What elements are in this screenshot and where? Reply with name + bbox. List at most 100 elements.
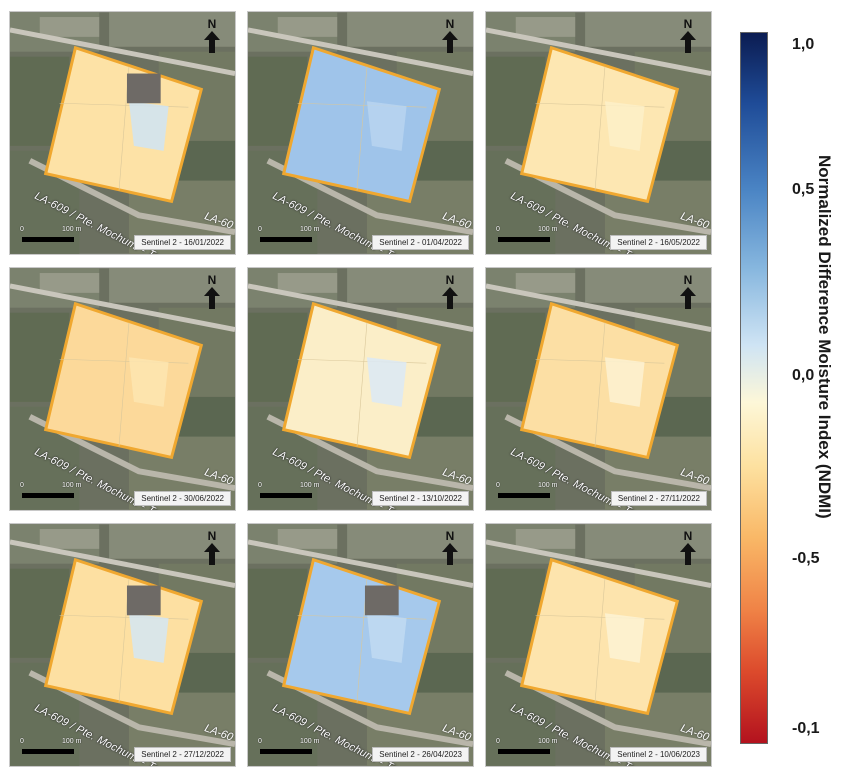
- north-arrow-icon: N: [439, 274, 461, 309]
- scale-bar: 0 100 m: [20, 226, 110, 248]
- satellite-basemap: [248, 12, 473, 254]
- north-arrow-icon: N: [201, 274, 223, 309]
- satellite-basemap: [10, 524, 235, 766]
- ndmi-highlight-region: [128, 357, 169, 407]
- map-panel: N LA-609 / Pte. Mochumi - Tepo LA-60 0 100 m…: [9, 523, 236, 767]
- farmland-patch: [277, 273, 338, 293]
- scale-length: 100 m: [300, 482, 320, 489]
- panel-caption: Sentinel 2 - 27/12/2022: [134, 747, 231, 762]
- colorbar-tick-label: -0,1: [792, 720, 820, 737]
- farmland-patch: [515, 273, 576, 293]
- map-panel: N LA-609 / Pte. Mochumi - Tepo LA-60 0 100 m…: [485, 267, 712, 511]
- ndmi-highlight-region: [366, 613, 407, 663]
- scale-bar-line: [22, 749, 74, 754]
- panel-caption: Sentinel 2 - 30/06/2022: [134, 491, 231, 506]
- north-letter: N: [683, 529, 693, 543]
- scale-bar: 0 100 m: [496, 482, 586, 504]
- north-letter: N: [445, 273, 455, 287]
- colorbar-tick-label: -0,5: [792, 550, 820, 567]
- map-panel: N LA-609 / Pte. Mochumi - Tepo LA-60 0 100 m…: [9, 11, 236, 255]
- road: [10, 539, 235, 588]
- road: [10, 27, 235, 76]
- map-panel: N LA-609 / Pte. Mochumi - Tepo LA-60 0 100 m…: [485, 523, 712, 767]
- north-letter: N: [207, 17, 217, 31]
- road: [486, 283, 711, 332]
- colorbar-tick-label: 0,5: [792, 181, 815, 198]
- ndmi-highlight-region: [128, 613, 169, 663]
- map-panel: N LA-609 / Pte. Mochumi - Tepo LA-60 0 100 m…: [247, 11, 474, 255]
- farmland-patch: [39, 529, 100, 549]
- north-arrow-icon: N: [439, 530, 461, 565]
- scale-bar: 0 100 m: [20, 738, 110, 760]
- panel-caption: Sentinel 2 - 13/10/2022: [372, 491, 469, 506]
- farmland-patch: [178, 396, 235, 437]
- farmland-patch: [178, 140, 235, 181]
- colorbar-title: Normalized Difference Moisture Index (ND…: [815, 155, 834, 519]
- scale-length: 100 m: [538, 738, 558, 745]
- scale-bar-line: [498, 493, 550, 498]
- farmland-patch: [416, 396, 473, 437]
- scale-length: 100 m: [300, 226, 320, 233]
- scale-bar-line: [22, 493, 74, 498]
- scale-length: 100 m: [62, 738, 82, 745]
- scale-zero: 0: [496, 738, 500, 745]
- field-ndmi-polygon: [281, 45, 442, 204]
- scale-length: 100 m: [62, 482, 82, 489]
- field-ndmi-polygon: [281, 301, 442, 460]
- scale-bar: 0 100 m: [496, 226, 586, 248]
- north-letter: N: [207, 273, 217, 287]
- farmland-patch: [277, 529, 338, 549]
- road: [248, 27, 473, 76]
- map-panel: N LA-609 / Pte. Mochumi - Tepo LA-60 0 100 m…: [247, 523, 474, 767]
- field-ndmi-polygon: [519, 301, 680, 460]
- north-arrow-icon: N: [677, 18, 699, 53]
- farmland-patch: [515, 529, 576, 549]
- farmland-patch: [39, 17, 100, 37]
- scale-zero: 0: [496, 482, 500, 489]
- satellite-basemap: [486, 268, 711, 510]
- colorbar-tick-label: 1,0: [792, 36, 815, 53]
- panel-caption: Sentinel 2 - 27/11/2022: [610, 491, 707, 506]
- ndmi-highlight-region: [604, 357, 645, 407]
- north-letter: N: [207, 529, 217, 543]
- road: [486, 539, 711, 588]
- panel-caption: Sentinel 2 - 16/01/2022: [134, 235, 231, 250]
- scale-zero: 0: [20, 738, 24, 745]
- north-arrow-icon: N: [201, 18, 223, 53]
- farmland-patch: [277, 17, 338, 37]
- satellite-basemap: [486, 12, 711, 254]
- scale-bar-line: [260, 237, 312, 242]
- scale-bar: 0 100 m: [258, 738, 348, 760]
- satellite-basemap: [248, 524, 473, 766]
- scale-bar: 0 100 m: [20, 482, 110, 504]
- panel-caption: Sentinel 2 - 01/04/2022: [372, 235, 469, 250]
- map-panel: N LA-609 / Pte. Mochumi - Tepo LA-60 0 100 m…: [9, 267, 236, 511]
- north-arrow-icon: N: [439, 18, 461, 53]
- map-panel: N LA-609 / Pte. Mochumi - Tepo LA-60 0 100 m…: [485, 11, 712, 255]
- north-arrow-icon: N: [677, 530, 699, 565]
- scale-zero: 0: [258, 226, 262, 233]
- scale-zero: 0: [20, 482, 24, 489]
- field-ndmi-polygon: [519, 45, 680, 204]
- north-letter: N: [445, 529, 455, 543]
- road: [248, 283, 473, 332]
- scale-bar: 0 100 m: [496, 738, 586, 760]
- panel-caption: Sentinel 2 - 10/06/2023: [610, 747, 707, 762]
- scale-zero: 0: [258, 482, 262, 489]
- scale-length: 100 m: [300, 738, 320, 745]
- field-ndmi-polygon: [519, 557, 680, 716]
- map-panel: N LA-609 / Pte. Mochumi - Tepo LA-60 0 100 m…: [247, 267, 474, 511]
- scale-length: 100 m: [62, 226, 82, 233]
- panel-caption: Sentinel 2 - 16/05/2022: [610, 235, 707, 250]
- scale-bar-line: [498, 237, 550, 242]
- ndmi-highlight-region: [128, 101, 169, 151]
- colorbar-tick-label: 0,0: [792, 367, 815, 384]
- scale-bar: 0 100 m: [258, 226, 348, 248]
- scale-zero: 0: [20, 226, 24, 233]
- farmland-patch: [654, 652, 711, 693]
- scale-length: 100 m: [538, 482, 558, 489]
- farmland-patch: [654, 140, 711, 181]
- scale-bar-line: [498, 749, 550, 754]
- north-letter: N: [683, 273, 693, 287]
